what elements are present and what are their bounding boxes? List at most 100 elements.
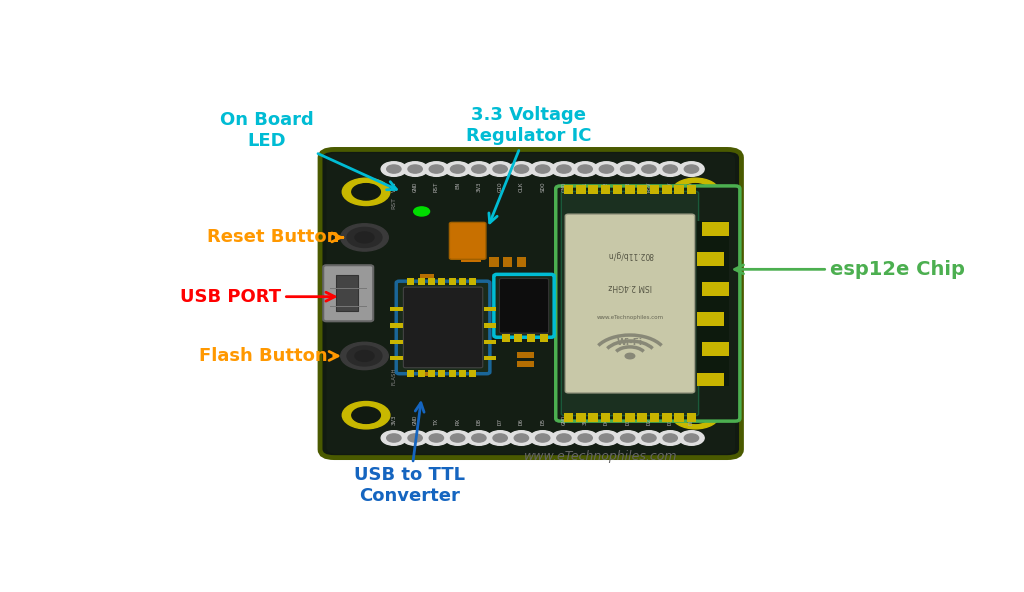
Circle shape: [621, 165, 635, 173]
Bar: [390, 356, 402, 361]
Circle shape: [424, 162, 450, 176]
Bar: [697, 221, 729, 387]
Text: GND: GND: [413, 182, 418, 192]
Bar: [588, 413, 598, 422]
Circle shape: [530, 431, 555, 445]
Bar: [563, 413, 573, 422]
Circle shape: [621, 434, 635, 442]
Bar: [697, 372, 724, 387]
Bar: [517, 361, 535, 367]
Bar: [514, 334, 522, 342]
Circle shape: [684, 434, 698, 442]
Circle shape: [341, 224, 388, 251]
Text: EN: EN: [455, 182, 460, 189]
Text: D6: D6: [519, 418, 524, 425]
FancyBboxPatch shape: [321, 149, 741, 458]
Circle shape: [347, 227, 382, 247]
Bar: [701, 343, 729, 356]
Text: 3V3: 3V3: [583, 415, 588, 425]
Text: SD2: SD2: [604, 182, 609, 192]
Text: SD3: SD3: [626, 182, 630, 192]
Bar: [626, 185, 635, 194]
Text: VIN: VIN: [391, 182, 396, 192]
Circle shape: [487, 162, 513, 176]
Bar: [420, 290, 434, 294]
Text: ISM 2.4GHz: ISM 2.4GHz: [608, 282, 652, 291]
Circle shape: [414, 207, 430, 216]
Bar: [489, 257, 499, 267]
Circle shape: [352, 184, 380, 200]
Bar: [502, 334, 510, 342]
Text: D3: D3: [626, 418, 630, 425]
FancyBboxPatch shape: [324, 265, 373, 321]
Text: FLASH: FLASH: [391, 368, 396, 385]
Circle shape: [429, 434, 443, 442]
FancyBboxPatch shape: [450, 223, 486, 259]
Circle shape: [642, 434, 656, 442]
Bar: [390, 323, 402, 328]
Text: D1: D1: [668, 418, 673, 425]
Bar: [601, 185, 610, 194]
Circle shape: [615, 162, 640, 176]
Text: Reset Button: Reset Button: [207, 229, 343, 246]
FancyBboxPatch shape: [565, 214, 694, 393]
Circle shape: [472, 434, 486, 442]
Bar: [675, 185, 684, 194]
Circle shape: [672, 401, 719, 429]
Circle shape: [341, 342, 388, 369]
Bar: [650, 413, 659, 422]
Circle shape: [572, 162, 598, 176]
Bar: [459, 278, 466, 285]
Circle shape: [402, 431, 428, 445]
Bar: [483, 307, 497, 311]
Circle shape: [642, 165, 656, 173]
Circle shape: [355, 232, 374, 243]
Text: esp12e Chip: esp12e Chip: [734, 260, 966, 279]
Bar: [517, 352, 535, 358]
Bar: [449, 370, 456, 377]
Bar: [638, 413, 647, 422]
Circle shape: [509, 431, 535, 445]
Bar: [626, 413, 635, 422]
Circle shape: [445, 431, 470, 445]
Circle shape: [536, 434, 550, 442]
Bar: [336, 275, 358, 311]
Bar: [687, 185, 696, 194]
Circle shape: [424, 431, 450, 445]
Text: D8: D8: [476, 418, 481, 425]
FancyBboxPatch shape: [403, 287, 482, 368]
Bar: [663, 413, 672, 422]
Bar: [575, 185, 586, 194]
Text: GIO: GIO: [498, 182, 503, 192]
Circle shape: [408, 165, 422, 173]
Circle shape: [387, 165, 401, 173]
Bar: [483, 323, 497, 328]
Bar: [420, 274, 434, 278]
Bar: [438, 278, 445, 285]
Bar: [469, 278, 476, 285]
Text: Wi-Fi: Wi-Fi: [616, 338, 643, 347]
FancyBboxPatch shape: [500, 278, 549, 333]
Bar: [459, 370, 466, 377]
Bar: [408, 370, 415, 377]
Circle shape: [551, 162, 577, 176]
Circle shape: [347, 346, 382, 366]
Text: D2: D2: [646, 418, 651, 425]
Text: GND: GND: [561, 415, 566, 425]
Bar: [697, 252, 724, 266]
Text: TX: TX: [434, 418, 439, 425]
Bar: [449, 278, 456, 285]
Circle shape: [578, 165, 592, 173]
Circle shape: [657, 162, 683, 176]
Bar: [701, 282, 729, 296]
Circle shape: [557, 434, 571, 442]
Bar: [469, 370, 476, 377]
Text: 3V3: 3V3: [391, 415, 396, 425]
Text: D7: D7: [498, 418, 503, 425]
Bar: [420, 358, 434, 363]
Circle shape: [381, 162, 407, 176]
Bar: [675, 413, 684, 422]
Bar: [613, 413, 623, 422]
Bar: [483, 356, 497, 361]
Bar: [503, 257, 512, 267]
